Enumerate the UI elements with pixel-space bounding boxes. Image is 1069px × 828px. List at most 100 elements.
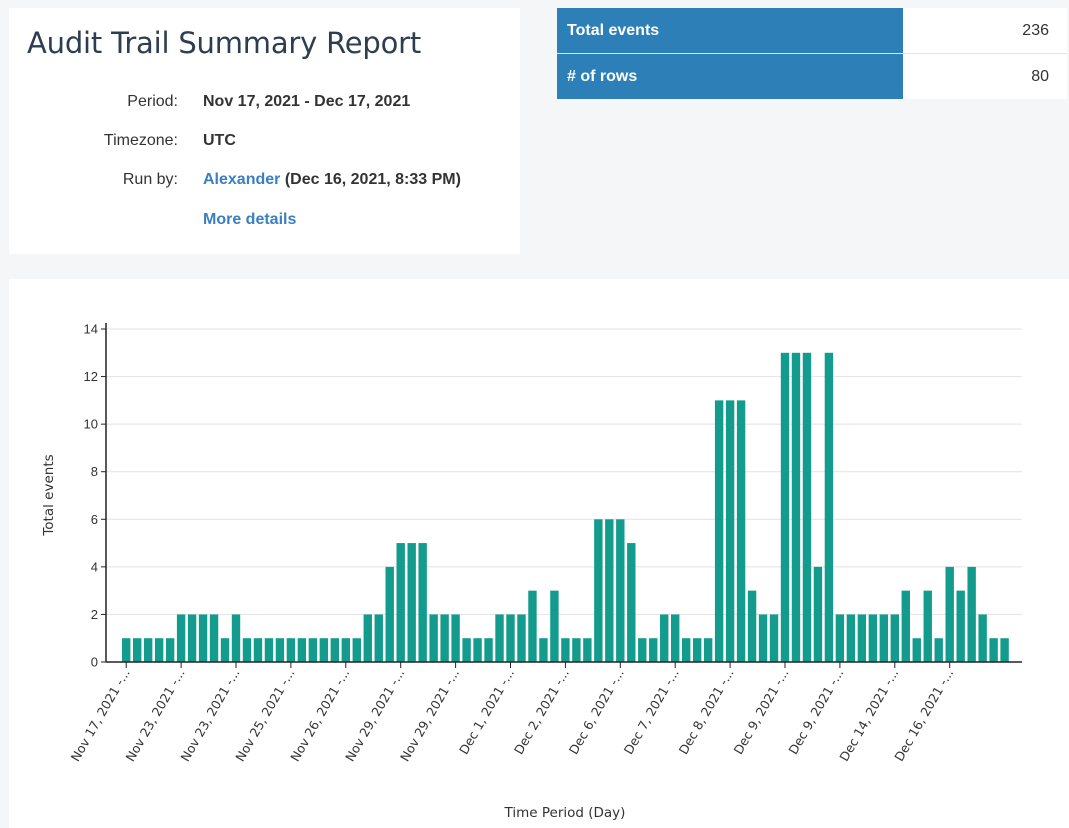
bar-49[interactable]: [660, 614, 669, 662]
bar-24[interactable]: [385, 566, 394, 662]
bar-3[interactable]: [154, 638, 164, 662]
bar-50[interactable]: [671, 614, 680, 662]
bar-60[interactable]: [780, 352, 790, 662]
x-tick-label: Dec 9, 2021 -...: [785, 666, 846, 757]
x-tick-label: Dec 1, 2021 -...: [456, 666, 517, 757]
bar-78[interactable]: [978, 614, 987, 662]
period-label: Period:: [127, 93, 178, 110]
bar-2[interactable]: [143, 638, 153, 662]
bar-27[interactable]: [418, 543, 427, 662]
y-tick-label: 2: [91, 607, 98, 622]
y-tick-label: 4: [91, 559, 98, 574]
bar-80[interactable]: [1000, 638, 1009, 662]
bar-21[interactable]: [352, 638, 361, 662]
bar-6[interactable]: [187, 614, 197, 662]
bar-54[interactable]: [714, 400, 724, 662]
bar-44[interactable]: [605, 519, 614, 662]
bar-73[interactable]: [923, 590, 932, 662]
grid-layer: [106, 328, 1022, 615]
bar-64[interactable]: [824, 352, 834, 662]
bar-35[interactable]: [506, 614, 515, 662]
bar-75[interactable]: [945, 566, 954, 662]
bar-14[interactable]: [275, 638, 285, 662]
bar-40[interactable]: [561, 638, 570, 662]
bar-5[interactable]: [176, 614, 186, 662]
bar-77[interactable]: [967, 566, 976, 662]
bar-33[interactable]: [484, 638, 493, 662]
details-row: More details: [9, 211, 520, 233]
bar-79[interactable]: [989, 638, 998, 662]
bar-17[interactable]: [308, 638, 318, 662]
bar-32[interactable]: [473, 638, 482, 662]
bar-20[interactable]: [341, 638, 350, 662]
bar-42[interactable]: [583, 638, 592, 662]
bar-52[interactable]: [692, 638, 702, 662]
bar-36[interactable]: [517, 614, 526, 662]
run-by-value: Alexander (Dec 16, 2021, 8:33 PM): [203, 171, 461, 189]
bar-74[interactable]: [934, 638, 943, 662]
bar-62[interactable]: [802, 352, 812, 662]
bar-48[interactable]: [649, 638, 658, 662]
bar-12[interactable]: [253, 638, 263, 662]
bar-37[interactable]: [528, 590, 537, 662]
bar-39[interactable]: [550, 590, 559, 662]
bar-1[interactable]: [132, 638, 142, 662]
bar-38[interactable]: [539, 638, 548, 662]
bar-16[interactable]: [297, 638, 307, 662]
bar-67[interactable]: [857, 614, 867, 662]
bar-56[interactable]: [736, 400, 746, 662]
bar-47[interactable]: [638, 638, 647, 662]
bar-57[interactable]: [747, 590, 757, 662]
bar-8[interactable]: [209, 614, 219, 662]
bar-7[interactable]: [198, 614, 208, 662]
bar-55[interactable]: [725, 400, 735, 662]
bar-34[interactable]: [495, 614, 504, 662]
bar-58[interactable]: [758, 614, 768, 662]
bar-28[interactable]: [429, 614, 438, 662]
bar-43[interactable]: [594, 519, 603, 662]
bar-13[interactable]: [264, 638, 274, 662]
bar-53[interactable]: [703, 638, 713, 662]
bar-30[interactable]: [451, 614, 460, 662]
bar-31[interactable]: [462, 638, 471, 662]
bar-63[interactable]: [813, 566, 823, 662]
bar-45[interactable]: [616, 519, 625, 662]
bar-19[interactable]: [330, 638, 340, 662]
bar-10[interactable]: [231, 614, 241, 662]
rows-value: 80: [1031, 68, 1049, 85]
bar-71[interactable]: [901, 590, 910, 662]
bar-18[interactable]: [319, 638, 329, 662]
run-by-time: (Dec 16, 2021, 8:33 PM): [284, 171, 461, 188]
bar-11[interactable]: [242, 638, 252, 662]
bar-26[interactable]: [407, 543, 416, 662]
bar-51[interactable]: [681, 638, 691, 662]
bar-66[interactable]: [846, 614, 856, 662]
bar-23[interactable]: [374, 614, 383, 662]
bar-70[interactable]: [890, 614, 899, 662]
bar-25[interactable]: [396, 543, 405, 662]
bar-59[interactable]: [769, 614, 779, 662]
x-tick-label: Dec 9, 2021 -...: [730, 666, 791, 757]
run-by-user-link[interactable]: Alexander: [203, 171, 281, 188]
bar-29[interactable]: [440, 614, 449, 662]
bar-4[interactable]: [165, 638, 175, 662]
bar-69[interactable]: [879, 614, 889, 662]
bar-68[interactable]: [868, 614, 878, 662]
timezone-value: UTC: [203, 132, 236, 149]
bar-9[interactable]: [220, 638, 230, 662]
bar-76[interactable]: [956, 590, 965, 662]
bar-22[interactable]: [363, 614, 372, 662]
y-tick-label: 6: [91, 512, 98, 527]
y-tick-label: 0: [91, 655, 98, 670]
bar-15[interactable]: [286, 638, 296, 662]
bar-0[interactable]: [122, 638, 131, 662]
y-tick-label: 12: [84, 369, 98, 384]
bar-65[interactable]: [835, 614, 845, 662]
bar-41[interactable]: [572, 638, 581, 662]
x-tick-label: Nov 23, 2021 -...: [122, 666, 187, 764]
more-details-link[interactable]: More details: [203, 211, 297, 228]
bar-61[interactable]: [791, 352, 801, 662]
bar-72[interactable]: [912, 638, 921, 662]
bar-46[interactable]: [627, 543, 636, 662]
